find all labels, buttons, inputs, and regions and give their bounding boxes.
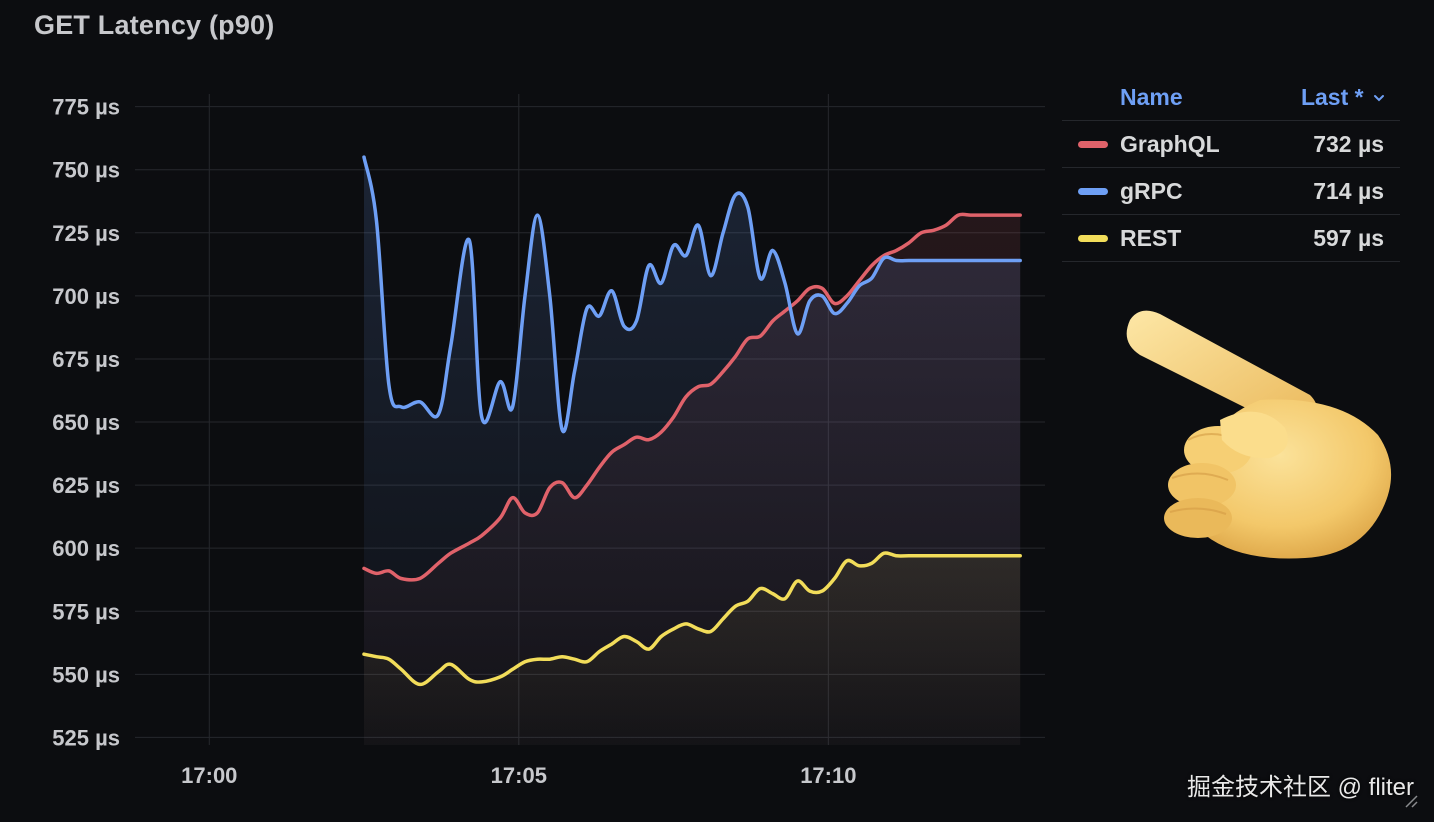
legend-header: Name Last * [1062,74,1400,121]
x-tick-label: 17:10 [800,763,856,788]
panel-title: GET Latency (p90) [34,10,275,40]
series-line-rest [362,551,1022,687]
legend-series-last: 732 µs [1313,130,1384,157]
y-tick-label: 575 µs [52,599,120,624]
y-tick-label: 700 µs [52,284,120,309]
legend-series-last: 714 µs [1313,177,1384,204]
series-fills [364,157,1021,746]
y-tick-label: 600 µs [52,536,120,561]
y-tick-label: 650 µs [52,410,120,435]
series-line-graphql [362,212,1022,582]
y-tick-label: 725 µs [52,221,120,246]
legend-table: Name Last * GraphQL 732 µs gRPC 714 µs R… [1062,74,1400,262]
x-tick-label: 17:05 [491,763,547,788]
legend-swatch [1078,140,1108,148]
legend-swatch [1078,187,1108,195]
y-tick-label: 625 µs [52,473,120,498]
pointing-hand-icon [1126,310,1392,559]
legend-row-graphql[interactable]: GraphQL 732 µs [1062,121,1400,168]
legend-row-grpc[interactable]: gRPC 714 µs [1062,168,1400,215]
legend-series-name: GraphQL [1120,130,1220,157]
legend-series-last: 597 µs [1313,224,1384,251]
y-axis-ticks: 525 µs 550 µs 575 µs 600 µs 625 µs 650 µs 675 … [52,95,120,751]
y-tick-label: 525 µs [52,725,120,750]
y-tick-label: 550 µs [52,662,120,687]
series-fill-rest [364,552,1021,745]
chevron-down-icon [1374,95,1384,102]
legend-header-name[interactable]: Name [1120,83,1183,110]
watermark: 掘金技术社区 @ fliter [1186,774,1414,801]
x-axis-ticks: 17:00 17:05 17:10 [181,763,856,788]
y-tick-label: 750 µs [52,158,120,183]
resize-corner-icon[interactable] [1402,792,1418,808]
legend-row-rest[interactable]: REST 597 µs [1062,215,1400,262]
y-tick-label: 675 µs [52,347,120,372]
series-lines [362,155,1022,687]
legend-series-name: gRPC [1120,177,1183,204]
legend-series-name: REST [1120,224,1182,251]
x-tick-label: 17:00 [181,763,237,788]
y-tick-label: 775 µs [52,95,120,120]
series-line-grpc [362,155,1022,434]
legend-swatch [1078,234,1108,242]
legend-header-last[interactable]: Last * [1301,84,1386,111]
